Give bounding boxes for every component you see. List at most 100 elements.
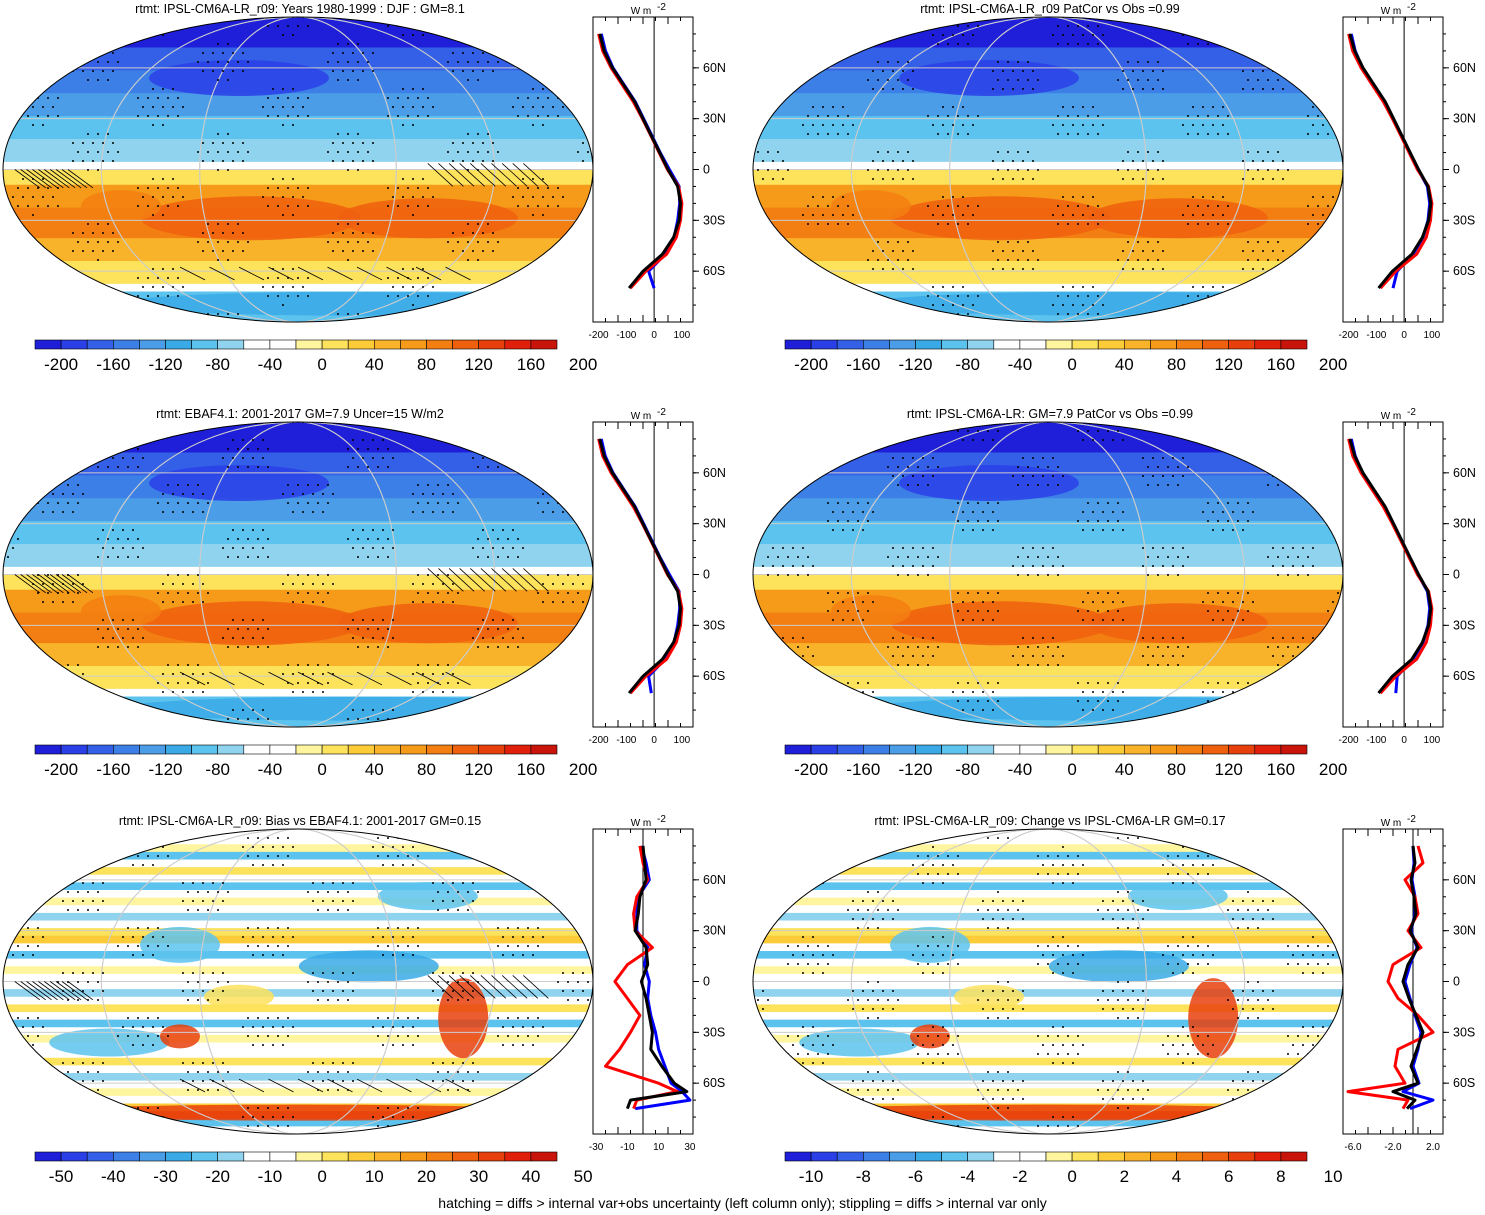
stipple-dot	[412, 673, 414, 675]
stipple-dot	[1292, 1044, 1294, 1046]
stipple-dot	[782, 178, 784, 180]
stipple-dot	[207, 909, 209, 911]
stipple-dot	[522, 637, 524, 639]
stipple-dot	[1082, 304, 1084, 306]
field-band	[3, 1088, 593, 1097]
stipple-dot	[1227, 313, 1229, 315]
stipple-dot	[897, 1089, 899, 1091]
stipple-dot	[132, 457, 134, 459]
stipple-dot	[1257, 259, 1259, 261]
stipple-dot	[242, 637, 244, 639]
stipple-dot	[537, 295, 539, 297]
stipple-dot	[1312, 1026, 1314, 1028]
stipple-dot	[27, 945, 29, 947]
stipple-dot	[382, 954, 384, 956]
stipple-dot	[1172, 1044, 1174, 1046]
stipple-dot	[432, 990, 434, 992]
stipple-dot	[32, 286, 34, 288]
stipple-dot	[172, 88, 174, 90]
stipple-dot	[902, 160, 904, 162]
stipple-dot	[1147, 61, 1149, 63]
colorbar-box	[1019, 1151, 1047, 1162]
stipple-dot	[1072, 1062, 1074, 1064]
stipple-dot	[1217, 700, 1219, 702]
stipple-dot	[952, 954, 954, 956]
colorbar-tick-label: 120	[1215, 355, 1243, 374]
profile-x-tick-label: -2.0	[1384, 1142, 1402, 1153]
stipple-dot	[917, 1053, 919, 1055]
field-band	[753, 245, 1343, 255]
stipple-dot	[1322, 106, 1324, 108]
stipple-dot	[542, 673, 544, 675]
stipple-dot	[567, 574, 569, 576]
stipple-dot	[1122, 511, 1124, 513]
stipple-dot	[762, 1098, 764, 1100]
stipple-dot	[812, 1044, 814, 1046]
profile-model-series	[1391, 845, 1425, 1110]
stipple-dot	[572, 882, 574, 884]
stipple-dot	[1227, 295, 1229, 297]
stipple-dot	[962, 619, 964, 621]
stipple-dot	[792, 655, 794, 657]
stipple-dot	[452, 1080, 454, 1082]
stipple-dot	[1087, 700, 1089, 702]
stipple-dot	[157, 927, 159, 929]
stipple-dot	[792, 547, 794, 549]
stipple-dot	[887, 169, 889, 171]
stipple-dot	[1112, 439, 1114, 441]
stipple-dot	[972, 304, 974, 306]
stipple-dot	[182, 691, 184, 693]
stipple-dot	[267, 855, 269, 857]
stipple-dot	[1117, 891, 1119, 893]
stipple-dot	[252, 637, 254, 639]
stipple-dot	[502, 864, 504, 866]
footnote: hatching = diffs > internal var+obs unce…	[438, 1195, 1047, 1211]
stipple-dot	[1262, 70, 1264, 72]
stipple-dot	[872, 918, 874, 920]
stipple-dot	[952, 864, 954, 866]
stipple-dot	[562, 196, 564, 198]
colorbar-box	[530, 339, 558, 350]
profile-lat-label: 30N	[703, 924, 726, 938]
stipple-dot	[982, 900, 984, 902]
stipple-dot	[812, 655, 814, 657]
stipple-dot	[907, 466, 909, 468]
stipple-dot	[347, 313, 349, 315]
colorbar-tick-label: -80	[955, 760, 980, 779]
stipple-dot	[1202, 1044, 1204, 1046]
stipple-dot	[287, 205, 289, 207]
stipple-dot	[1257, 837, 1259, 839]
stipple-dot	[1307, 43, 1309, 45]
stipple-dot	[822, 1062, 824, 1064]
stipple-dot	[1062, 34, 1064, 36]
stipple-dot	[47, 187, 49, 189]
field-band	[3, 1126, 593, 1134]
colorbar-tick-label: 200	[569, 760, 597, 779]
profile-x-tick-label: 10	[653, 1142, 665, 1153]
profile-unit-exponent: -2	[657, 814, 666, 825]
stipple-dot	[882, 1080, 884, 1082]
stipple-dot	[892, 268, 894, 270]
stipple-dot	[932, 936, 934, 938]
stipple-dot	[882, 1098, 884, 1100]
stipple-dot	[1192, 1116, 1194, 1118]
stipple-dot	[237, 538, 239, 540]
stipple-dot	[957, 1035, 959, 1037]
stipple-dot	[517, 927, 519, 929]
stipple-dot	[862, 619, 864, 621]
profile-lat-label: 60N	[703, 873, 726, 887]
stipple-dot	[447, 682, 449, 684]
stipple-dot	[212, 160, 214, 162]
stipple-dot	[177, 484, 179, 486]
stipple-dot	[1057, 945, 1059, 947]
stipple-dot	[287, 927, 289, 929]
stipple-dot	[242, 547, 244, 549]
stipple-dot	[1177, 1053, 1179, 1055]
stipple-dot	[1077, 43, 1079, 45]
stipple-dot	[402, 34, 404, 36]
stipple-dot	[1317, 945, 1319, 947]
stipple-dot	[282, 493, 284, 495]
stipple-dot	[352, 547, 354, 549]
stipple-dot	[517, 718, 519, 720]
stipple-dot	[1102, 918, 1104, 920]
